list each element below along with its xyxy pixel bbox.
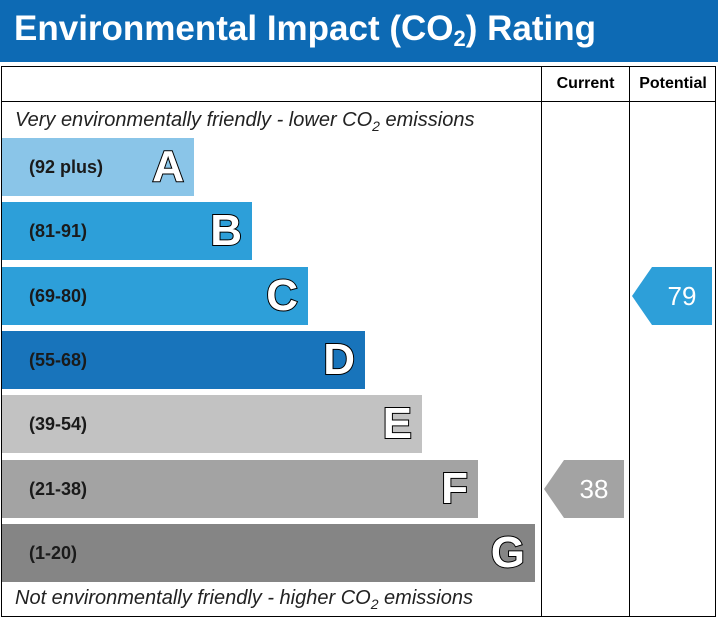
band-letter: G <box>490 527 526 578</box>
title-bar: Environmental Impact (CO2) Rating <box>0 0 718 62</box>
potential-rating-arrow: 79 <box>632 267 712 325</box>
current-rating-arrow: 38 <box>544 460 624 518</box>
band-e: (39-54) E <box>2 395 422 453</box>
band-range-label: (92 plus) <box>29 157 104 177</box>
column-header-current: Current <box>556 75 615 92</box>
column-divider-current <box>541 66 542 617</box>
column-divider-potential <box>629 66 630 617</box>
rating-table <box>1 66 716 617</box>
band-c: (69-80) C <box>2 267 308 325</box>
band-letter: B <box>209 205 243 256</box>
rating-arrow-body <box>544 460 624 518</box>
band-d: (55-68) D <box>2 331 365 389</box>
band-f: (21-38) F <box>2 460 478 518</box>
band-range-label: (1-20) <box>29 543 78 563</box>
band-b: (81-91) B <box>2 202 252 260</box>
band-range-label: (69-80) <box>29 286 88 306</box>
band-g: (1-20) G <box>2 524 535 582</box>
rating-arrow-shape <box>632 267 712 325</box>
rating-value: 79 <box>667 281 697 311</box>
band-range-label: (21-38) <box>29 479 88 499</box>
band-range-label: (81-91) <box>29 221 88 241</box>
rating-value: 38 <box>579 474 609 504</box>
band-letter: E <box>382 398 413 449</box>
top-note: Very environmentally friendly - lower CO… <box>15 109 475 134</box>
column-header-potential: Potential <box>639 75 707 92</box>
band-a: (92 plus) A <box>2 138 194 196</box>
band-range-label: (55-68) <box>29 350 88 370</box>
rating-arrow-shape <box>544 460 624 518</box>
band-letter: F <box>440 463 469 514</box>
bottom-note: Not environmentally friendly - higher CO… <box>15 587 473 612</box>
band-letter: D <box>322 334 356 385</box>
rating-arrow-body <box>632 267 712 325</box>
header-divider <box>1 101 716 102</box>
page-title: Environmental Impact (CO2) Rating <box>14 9 597 51</box>
band-letter: A <box>151 141 185 192</box>
band-range-label: (39-54) <box>29 414 88 434</box>
band-letter: C <box>265 270 299 321</box>
